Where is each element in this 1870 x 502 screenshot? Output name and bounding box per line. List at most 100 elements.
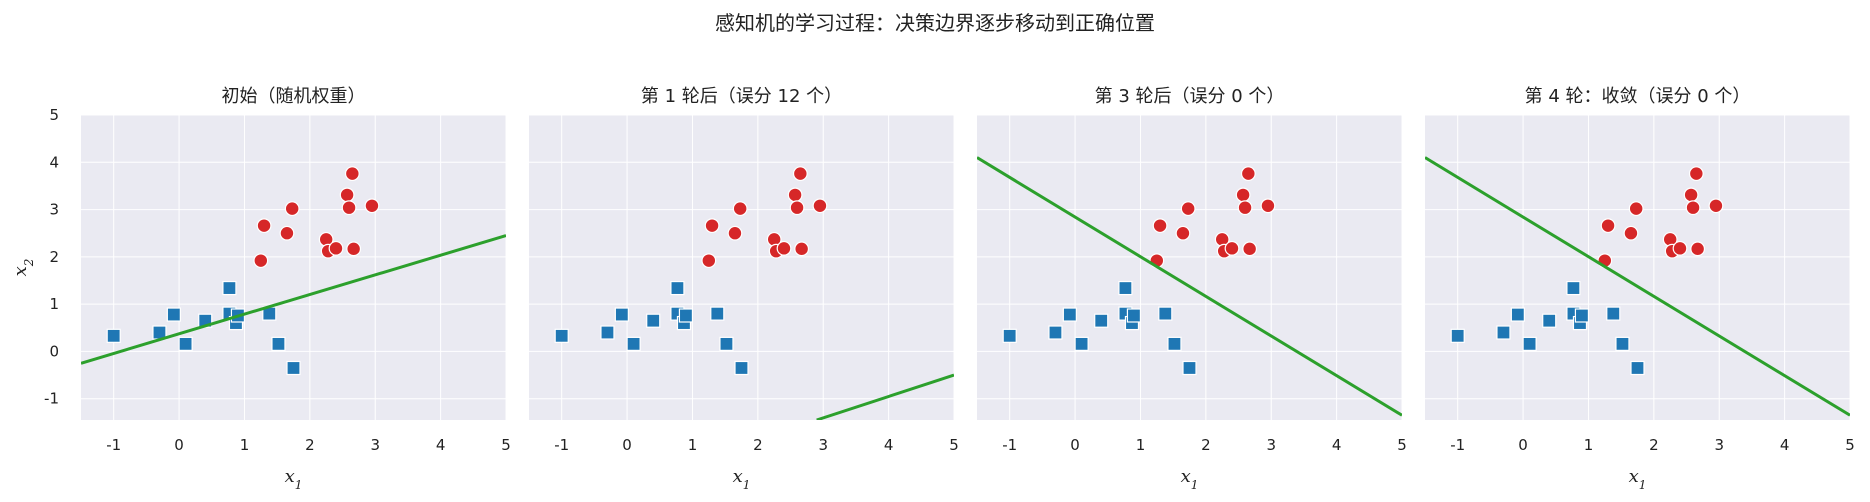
decision-boundary-line xyxy=(1425,156,1850,417)
point-class-positive xyxy=(1623,225,1639,241)
y-axis-label: x2 xyxy=(10,259,36,277)
point-class-positive xyxy=(341,200,357,216)
point-class-positive xyxy=(727,225,743,241)
point-class-positive xyxy=(1685,200,1701,216)
point-class-positive xyxy=(1152,218,1168,234)
point-class-negative xyxy=(1094,313,1109,328)
point-class-positive xyxy=(346,241,362,257)
y-tick-label: 3 xyxy=(49,201,59,219)
point-class-negative xyxy=(1074,336,1089,351)
x-axis-label-sub: 1 xyxy=(743,478,751,492)
point-class-negative xyxy=(1167,336,1182,351)
y-tick-label: 4 xyxy=(49,153,59,171)
y-tick-label: 0 xyxy=(49,342,59,360)
x-tick-label: 1 xyxy=(688,436,698,454)
x-tick-label: -1 xyxy=(1450,436,1465,454)
point-class-positive xyxy=(1175,225,1191,241)
x-axis-label: x1 xyxy=(1629,466,1647,492)
chart-panel-4: -1 0 1 2 3 4 5 第 4 轮：收敛（误分 0 个） x1 xyxy=(1425,86,1855,492)
point-class-negative xyxy=(166,307,181,322)
y-tick-label: 5 xyxy=(49,106,59,124)
point-class-positive xyxy=(284,201,300,217)
point-class-negative xyxy=(1450,328,1465,343)
chart-panel-1: -1 0 1 2 3 4 5 -1 0 1 2 3 4 5 初始（随机权重） x1 x2 xyxy=(10,86,511,492)
point-class-negative xyxy=(734,360,749,376)
decision-boundary-line xyxy=(977,156,1402,417)
x-axis-label: x1 xyxy=(733,466,751,492)
point-class-positive xyxy=(812,198,828,214)
x-tick-label: 5 xyxy=(1845,436,1855,454)
point-class-positive xyxy=(253,253,269,269)
point-class-negative xyxy=(1630,360,1645,376)
point-class-negative xyxy=(1118,280,1133,296)
x-tick-label: 1 xyxy=(1584,436,1594,454)
point-class-positive xyxy=(1242,241,1258,257)
x-tick-label: -1 xyxy=(106,436,121,454)
point-class-positive xyxy=(704,218,720,234)
figure-title: 感知机的学习过程：决策边界逐步移动到正确位置 xyxy=(715,11,1155,35)
point-class-positive xyxy=(794,241,810,257)
x-tick-label: 2 xyxy=(753,436,763,454)
point-class-negative xyxy=(678,308,694,323)
x-tick-label: 1 xyxy=(1136,436,1146,454)
point-class-negative xyxy=(626,336,641,351)
point-class-negative xyxy=(1566,280,1581,296)
point-class-negative xyxy=(1048,325,1063,340)
point-class-positive xyxy=(792,166,808,182)
x-tick-label: 2 xyxy=(1201,436,1211,454)
point-class-positive xyxy=(701,253,717,269)
panel-title: 第 1 轮后（误分 12 个） xyxy=(641,86,842,107)
x-tick-label: 4 xyxy=(436,436,446,454)
point-class-positive xyxy=(1688,166,1704,182)
point-class-negative xyxy=(286,360,301,376)
y-tick-label: -1 xyxy=(44,390,59,408)
point-class-negative xyxy=(1542,313,1557,328)
point-class-positive xyxy=(776,240,792,256)
point-class-negative xyxy=(1062,307,1077,322)
point-class-negative xyxy=(178,336,193,351)
point-class-negative xyxy=(710,306,725,321)
point-class-positive xyxy=(1240,166,1256,182)
x-axis-label: x1 xyxy=(285,466,303,492)
point-class-positive xyxy=(732,201,748,217)
point-class-negative xyxy=(1615,336,1630,351)
x-tick-label: 4 xyxy=(884,436,894,454)
point-class-negative xyxy=(600,325,615,340)
x-tick-label: -1 xyxy=(554,436,569,454)
x-tick-label: 5 xyxy=(949,436,959,454)
x-tick-label: 3 xyxy=(1714,436,1724,454)
point-class-negative xyxy=(271,336,286,351)
point-class-positive xyxy=(1690,241,1706,257)
point-class-negative xyxy=(222,280,237,296)
point-class-negative xyxy=(1002,328,1017,343)
point-class-positive xyxy=(339,187,355,203)
point-class-positive xyxy=(1600,218,1616,234)
point-class-positive xyxy=(256,218,272,234)
data-points xyxy=(1002,166,1276,376)
x-tick-label: -1 xyxy=(1002,436,1017,454)
x-tick-label: 2 xyxy=(1649,436,1659,454)
panel-title: 初始（随机权重） xyxy=(222,86,366,107)
x-tick-label: 3 xyxy=(818,436,828,454)
x-axis-label: x1 xyxy=(1181,466,1199,492)
chart-panel-2: -1 0 1 2 3 4 5 第 1 轮后（误分 12 个） x1 xyxy=(529,86,959,492)
data-points xyxy=(1450,166,1724,376)
x-tick-label: 0 xyxy=(1070,436,1080,454)
point-class-negative xyxy=(646,313,661,328)
point-class-negative xyxy=(1126,308,1142,323)
point-class-positive xyxy=(787,187,803,203)
point-class-negative xyxy=(1158,306,1173,321)
chart-panel-3: -1 0 1 2 3 4 5 第 3 轮后（误分 0 个） x1 xyxy=(977,86,1407,492)
y-tick-label: 2 xyxy=(49,248,59,266)
point-class-positive xyxy=(279,225,295,241)
point-class-positive xyxy=(1672,240,1688,256)
point-class-negative xyxy=(1574,308,1590,323)
x-tick-label: 2 xyxy=(305,436,315,454)
x-tick-label: 5 xyxy=(1397,436,1407,454)
x-tick-label: 3 xyxy=(370,436,380,454)
panel-title: 第 4 轮：收敛（误分 0 个） xyxy=(1525,86,1751,107)
x-axis-label-sub: 1 xyxy=(1191,478,1199,492)
point-class-negative xyxy=(1510,307,1525,322)
point-class-positive xyxy=(1237,200,1253,216)
